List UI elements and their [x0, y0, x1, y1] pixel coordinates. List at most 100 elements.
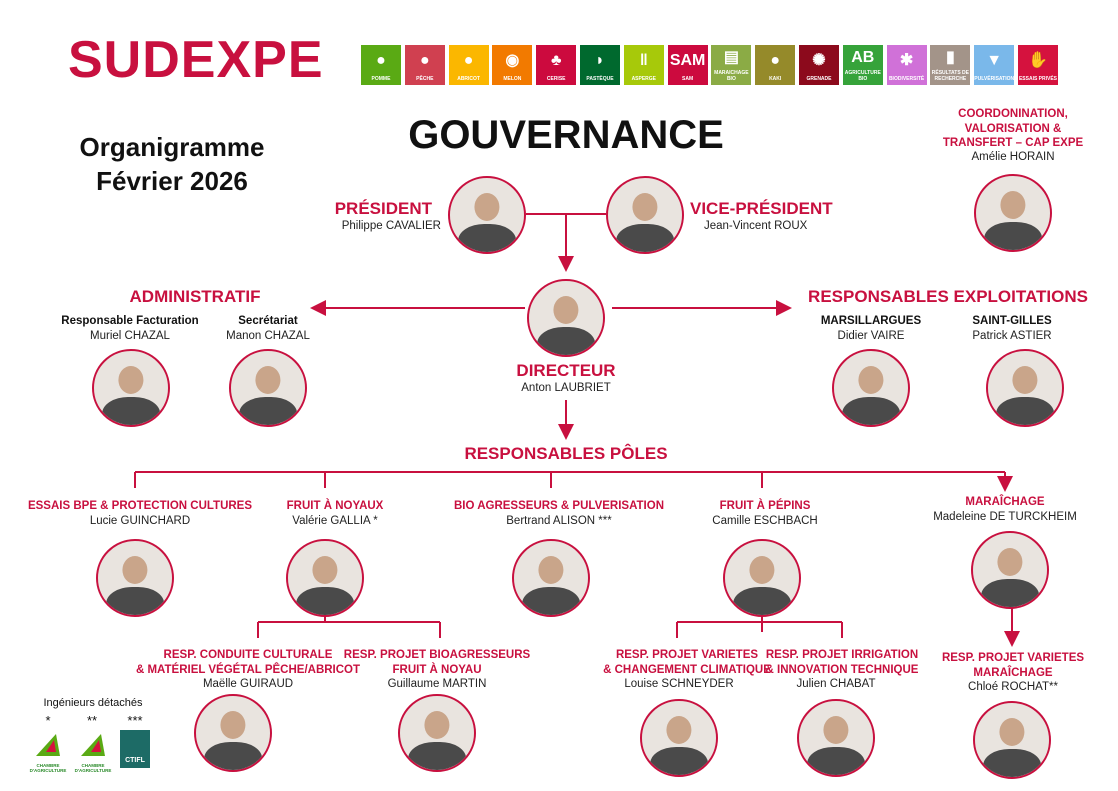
- melon-icon: ◉: [505, 51, 520, 69]
- tile-apple: ● POMME: [361, 45, 401, 85]
- person-silhouette-icon: [522, 586, 580, 615]
- photo-pole-maraichage: [971, 531, 1049, 609]
- pole-role-2: FRUIT À NOYAUX: [286, 500, 384, 512]
- chambre-logo-2-text: CHAMBRE D'AGRICULTURE: [74, 763, 112, 773]
- admin-title: ADMINISTRATIF: [129, 287, 261, 306]
- photo-sub-irrigation: [797, 699, 875, 777]
- sub-role-2-line-2: FRUIT À NOYAU: [392, 664, 482, 676]
- pole-name-3: Bertrand ALISON ***: [506, 515, 612, 527]
- line-pepins-subs: [676, 612, 843, 638]
- tile-label: CERISE: [546, 75, 566, 82]
- tile-handshake: ✋ ESSAIS PRIVÉS: [1018, 45, 1058, 85]
- tile-label: ABRICOT: [457, 75, 480, 82]
- engineer-mark-2: **: [86, 713, 98, 728]
- admin-name-2: Manon CHAZAL: [226, 330, 310, 342]
- person-silhouette-icon: [983, 748, 1041, 777]
- org-subtitle-1: Organigramme: [79, 132, 265, 162]
- tile-ab: AB AGRICULTURE BIO: [842, 45, 883, 85]
- photo-sub-bioagresseurs: [398, 694, 476, 772]
- person-head-icon: [474, 192, 500, 221]
- sub-role-2-line-1: RESP. PROJET BIOAGRESSEURS: [343, 649, 531, 661]
- ab-icon: AB: [851, 49, 875, 67]
- person-silhouette-icon: [239, 396, 297, 425]
- photo-secretariat: [229, 349, 307, 427]
- person-silhouette-icon: [408, 741, 466, 770]
- photo-pole-pepins: [723, 539, 801, 617]
- engineer-mark-3: ***: [127, 713, 143, 728]
- person-head-icon: [666, 715, 692, 744]
- sub-role-4-line-2: & INNOVATION TECHNIQUE: [765, 664, 919, 676]
- admin-role-2: Secrétariat: [238, 315, 298, 327]
- tile-label: ASPERGE: [631, 75, 657, 82]
- photo-pole-bpe: [96, 539, 174, 617]
- person-silhouette-icon: [106, 586, 164, 615]
- photo-sub-varietes: [640, 699, 718, 777]
- admin-name-1: Muriel CHAZAL: [90, 330, 170, 342]
- person-silhouette-icon: [996, 396, 1054, 425]
- chambre-logo-1-text: CHAMBRE D'AGRICULTURE: [29, 763, 67, 773]
- person-head-icon: [220, 710, 246, 739]
- person-silhouette-icon: [981, 578, 1039, 607]
- tile-label: MELON: [503, 75, 522, 82]
- tile-label: RÉSULTATS DE RECHERCHE: [931, 70, 969, 82]
- tile-label: ESSAIS PRIVÉS: [1018, 75, 1058, 82]
- sub-role-3-line-2: & CHANGEMENT CLIMATIQUE: [603, 664, 771, 676]
- sub-role-5-line-1: RESP. PROJET VARIETES: [941, 652, 1085, 664]
- coord-line-2: VALORISATION &: [964, 122, 1062, 135]
- sub-role-1-line-2: & MATÉRIEL VÉGÉTAL PÊCHE/ABRICOT: [135, 664, 361, 676]
- watermelon-icon: ◗: [595, 51, 605, 69]
- person-head-icon: [122, 555, 148, 584]
- poles-title: RESPONSABLES PÔLES: [464, 444, 668, 463]
- sub-name-5: Chloé ROCHAT**: [968, 681, 1058, 693]
- chambre-agriculture-logo-2: CHAMBRE D'AGRICULTURE: [73, 730, 113, 773]
- person-silhouette-icon: [842, 396, 900, 425]
- person-silhouette-icon: [296, 586, 354, 615]
- tile-cherry: ♣ CERISE: [536, 45, 577, 85]
- tile-sam: SAM SAM: [667, 45, 708, 85]
- engineer-mark-1: *: [45, 713, 51, 728]
- tile-label: AGRICULTURE BIO: [844, 70, 881, 82]
- person-silhouette-icon: [650, 746, 708, 775]
- person-head-icon: [424, 710, 450, 739]
- tile-vegetable-crate: ▤ MARAICHAGE BIO: [711, 45, 752, 85]
- org-subtitle-2: Février 2026: [96, 166, 248, 196]
- peach-icon: ●: [419, 51, 430, 69]
- exploit-name-1: Didier VAIRE: [837, 330, 905, 342]
- photo-facturation: [92, 349, 170, 427]
- sub-name-2: Guillaume MARTIN: [387, 678, 487, 690]
- tile-label: PÊCHE: [416, 75, 434, 82]
- person-head-icon: [858, 365, 884, 394]
- person-silhouette-icon: [984, 221, 1042, 250]
- sub-role-2: RESP. PROJET BIOAGRESSEURS FRUIT À NOYAU: [344, 648, 530, 678]
- vice-role: VICE-PRÉSIDENT: [690, 199, 833, 218]
- person-head-icon: [823, 715, 849, 744]
- pole-role-3: BIO AGRESSEURS & PULVERISATION: [453, 500, 665, 512]
- pole-name-5: Madeleine DE TURCKHEIM: [933, 511, 1077, 523]
- person-head-icon: [999, 717, 1025, 746]
- pomegranate-icon: ✺: [812, 51, 826, 69]
- tile-apricot: ● ABRICOT: [448, 45, 489, 85]
- admin-role-1: Responsable Facturation: [61, 315, 199, 327]
- person-head-icon: [749, 555, 775, 584]
- handshake-icon: ✋: [1028, 51, 1048, 69]
- tile-label: KAKI: [769, 75, 782, 82]
- coordination-role: COORDONINATION, VALORISATION & TRANSFERT…: [943, 107, 1083, 151]
- person-silhouette-icon: [204, 741, 262, 770]
- pole-name-1: Lucie GUINCHARD: [89, 515, 191, 527]
- sub-role-5: RESP. PROJET VARIETES MARAÎCHAGE: [942, 651, 1084, 681]
- photo-sub-maraichage: [973, 701, 1051, 779]
- sub-role-5-line-2: MARAÎCHAGE: [973, 667, 1053, 679]
- photo-pole-bioagresseurs: [512, 539, 590, 617]
- coord-line-3: TRANSFERT – CAP EXPE: [942, 137, 1084, 149]
- photo-sub-conduite: [194, 694, 272, 772]
- person-silhouette-icon: [733, 586, 791, 615]
- apple-icon: ●: [376, 51, 386, 69]
- tile-label: GRENADE: [806, 75, 832, 82]
- pole-name-4: Camille ESCHBACH: [712, 515, 818, 527]
- bar-chart-icon: ▮: [945, 49, 955, 67]
- photo-pole-noyaux: [286, 539, 364, 617]
- tile-melon: ◉ MELON: [492, 45, 533, 85]
- director-role: DIRECTEUR: [516, 361, 616, 380]
- ctifl-logo-text: CTIFL: [125, 757, 145, 764]
